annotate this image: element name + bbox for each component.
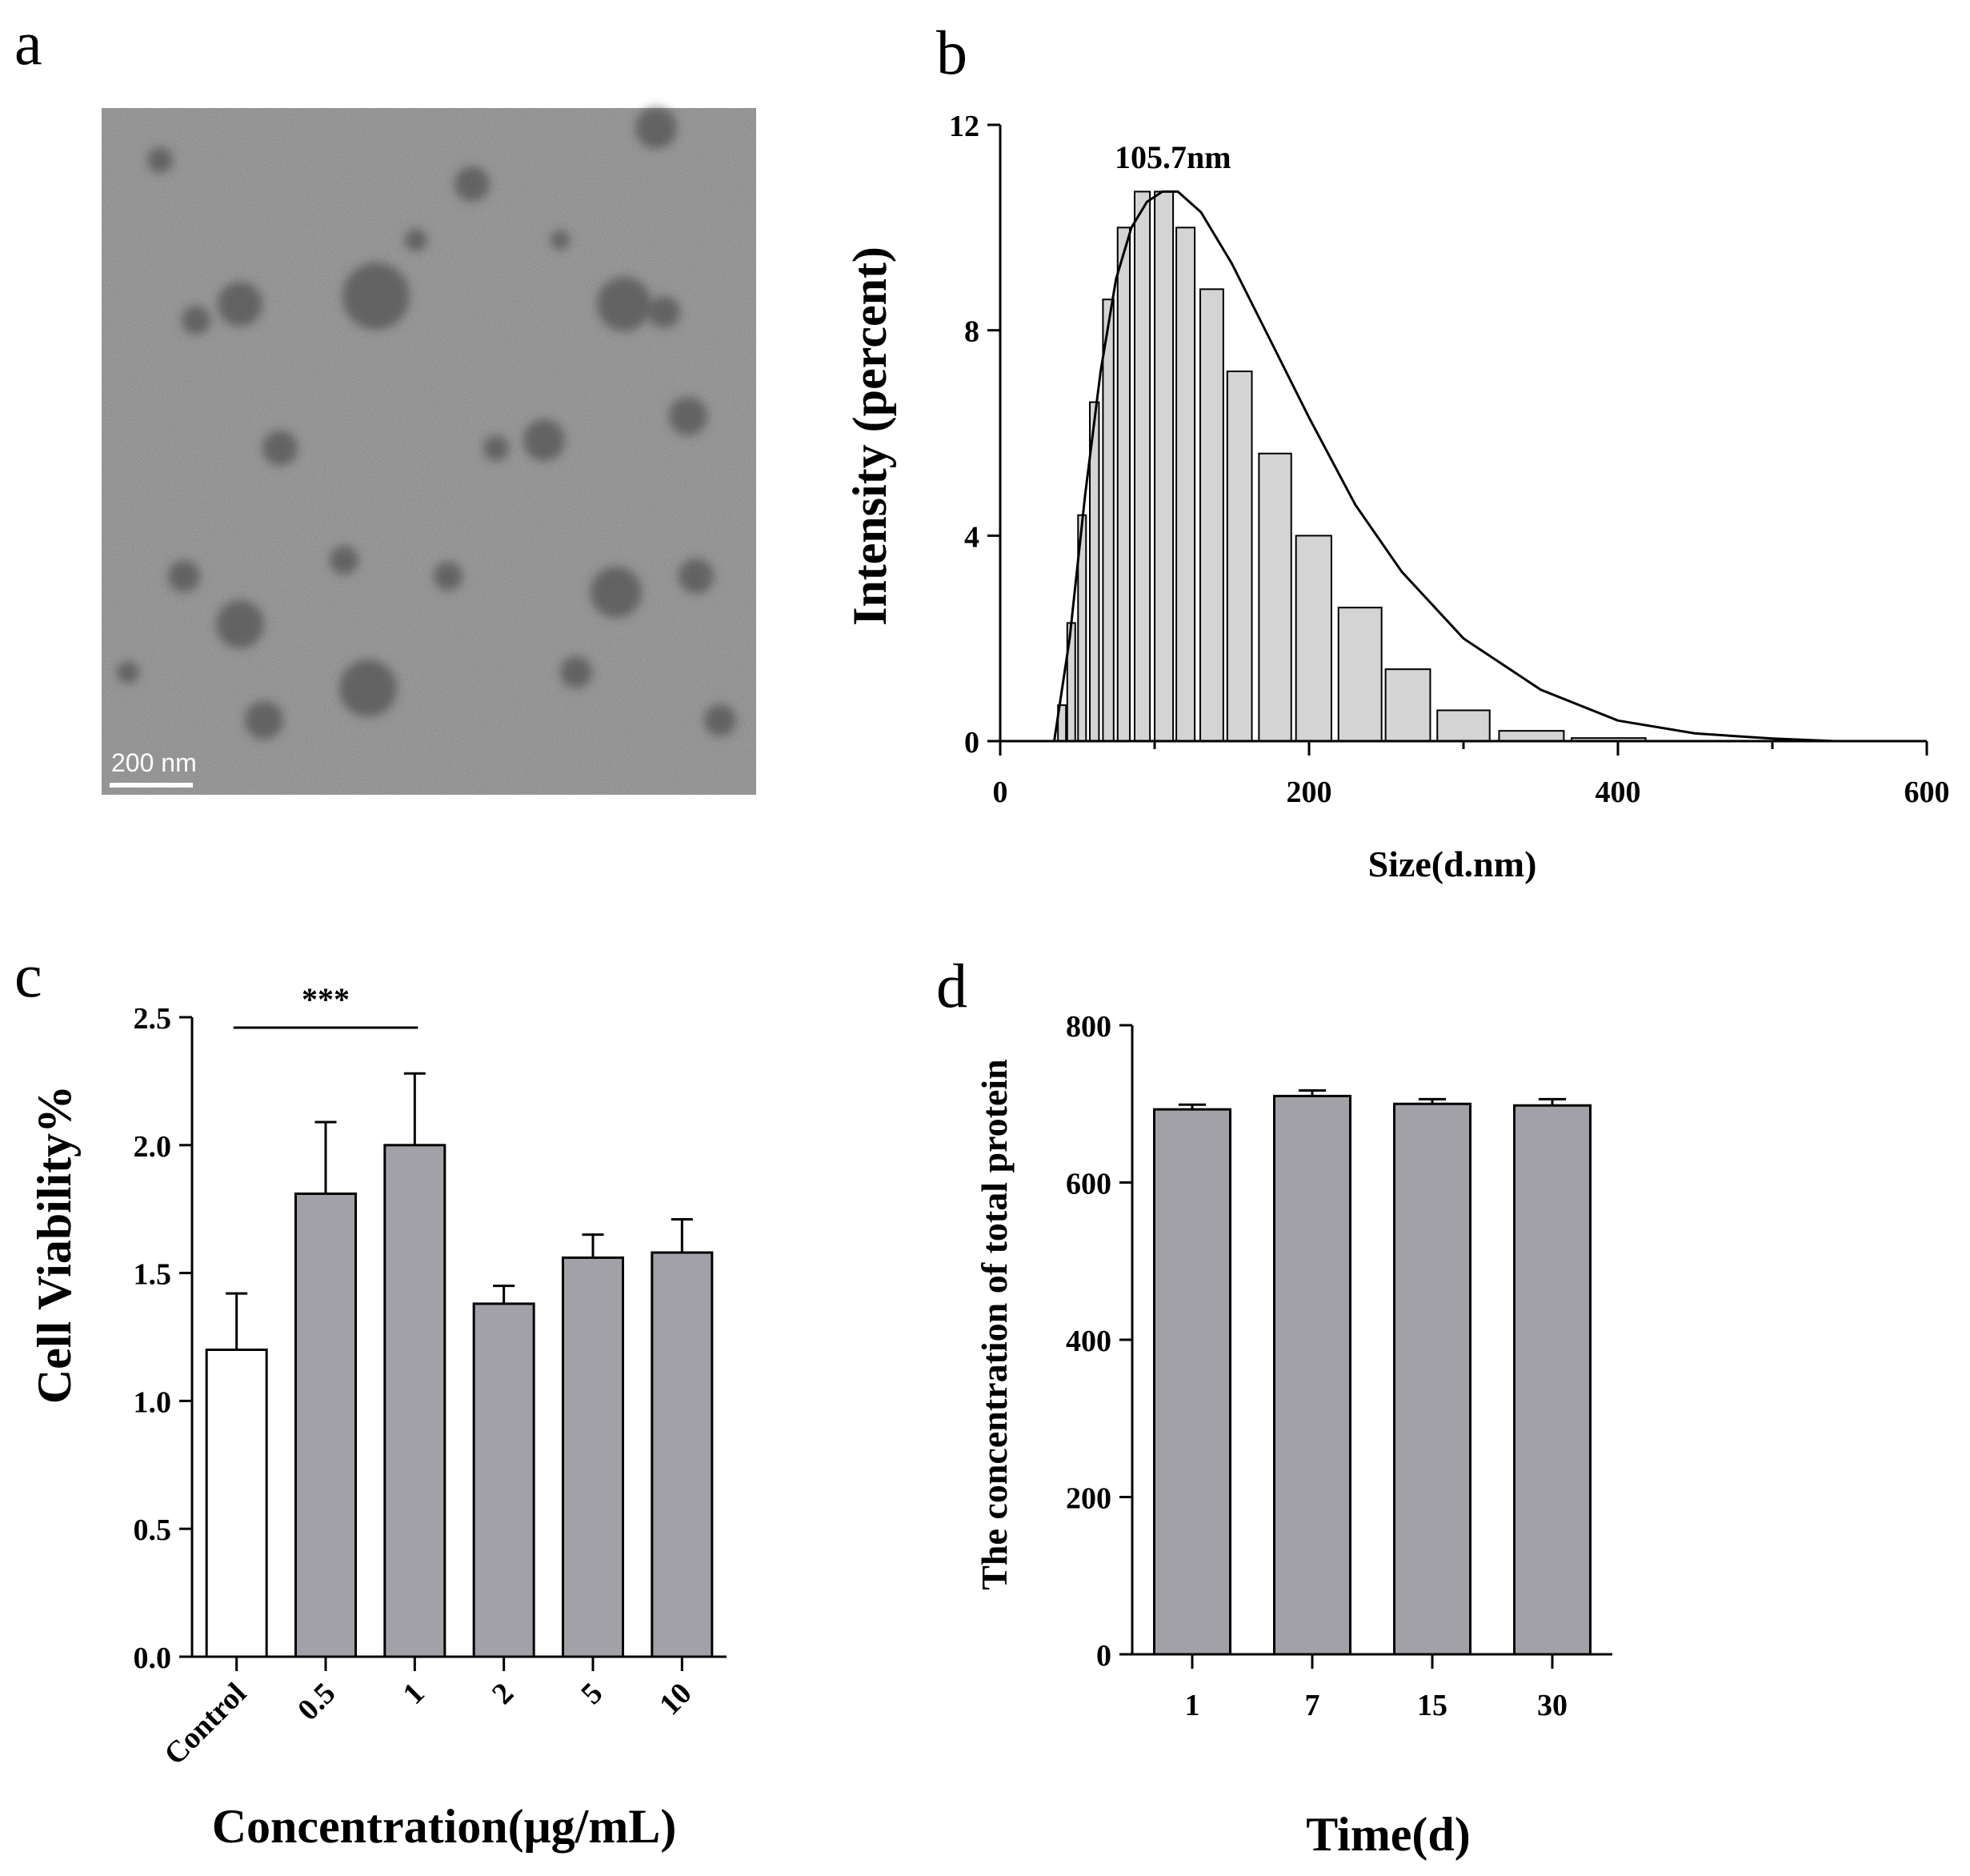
particle xyxy=(405,229,427,251)
x-axis-title: Size(d.nm) xyxy=(1368,844,1537,884)
x-tick-label: 7 xyxy=(1305,1689,1320,1722)
size-bar xyxy=(1133,190,1151,742)
tem-micrograph: 200 nm xyxy=(102,107,756,795)
y-tick-label: 2.5 xyxy=(134,1002,172,1036)
bar xyxy=(294,1193,357,1658)
y-axis-title: The concentration of total protein xyxy=(974,1059,1015,1590)
panel-letter-a: a xyxy=(14,8,42,78)
fit-curve xyxy=(1053,190,1835,743)
significance-label: *** xyxy=(302,981,350,1017)
y-tick-label: 0.5 xyxy=(134,1513,172,1547)
size-bar xyxy=(1258,452,1292,743)
bar xyxy=(1153,1108,1231,1656)
panel-letter-b: b xyxy=(936,18,967,87)
size-bar xyxy=(1384,668,1431,743)
x-tick-label: 200 xyxy=(1287,776,1332,809)
bar xyxy=(1273,1094,1351,1656)
y-tick-label: 0 xyxy=(964,726,979,760)
y-tick-label: 4 xyxy=(964,520,979,554)
tem-particles xyxy=(117,107,736,740)
size-bar xyxy=(1102,299,1115,742)
panel-letter-c: c xyxy=(14,940,42,1010)
x-tick-label: 1 xyxy=(1185,1689,1200,1722)
particle xyxy=(330,546,358,575)
x-tick-label: 2 xyxy=(486,1677,520,1711)
x-tick-label: 0.5 xyxy=(291,1677,342,1727)
particle xyxy=(704,704,736,736)
particle xyxy=(147,147,173,173)
size-bar xyxy=(1498,730,1565,743)
panel-letter-d: d xyxy=(936,951,967,1020)
y-axis-title: Cell Viability% xyxy=(28,1085,81,1404)
particle xyxy=(218,282,262,327)
y-tick-label: 1.5 xyxy=(134,1258,172,1292)
bar xyxy=(472,1302,535,1658)
x-tick-label: Control xyxy=(158,1677,253,1772)
y-axis-title: Intensity (percent) xyxy=(843,247,896,626)
particle xyxy=(551,230,570,250)
particle xyxy=(591,567,642,618)
particle xyxy=(560,656,592,688)
y-tick-label: 1.0 xyxy=(134,1385,172,1419)
particle xyxy=(679,559,714,594)
scale-bar-label: 200 nm xyxy=(111,748,197,777)
peak-label: 105.7nm xyxy=(1115,139,1231,175)
x-tick-label: 30 xyxy=(1537,1689,1568,1722)
y-tick-label: 12 xyxy=(949,110,979,143)
scale-bar: 200 nm xyxy=(110,748,197,788)
x-tick-label: 0 xyxy=(993,776,1008,809)
chart-size-distribution: 0 4 8 12 0 200 400 600 105.7nm Size(d.nm) Inten… xyxy=(843,110,1950,884)
y-tick-label: 200 xyxy=(1066,1482,1111,1516)
particle xyxy=(342,263,410,330)
particle xyxy=(648,296,680,328)
y-tick-label: 400 xyxy=(1066,1325,1111,1358)
particle xyxy=(523,419,565,461)
size-bar xyxy=(1154,190,1175,742)
y-tick-label: 800 xyxy=(1066,1010,1111,1044)
bar xyxy=(1393,1102,1471,1656)
bar xyxy=(383,1144,446,1658)
bar xyxy=(562,1256,624,1658)
bar xyxy=(1513,1104,1592,1656)
x-axis-title: Concentration(μg/mL) xyxy=(212,1800,677,1853)
x-axis-title: Time(d) xyxy=(1306,1808,1471,1861)
particle xyxy=(216,600,264,648)
particle xyxy=(434,562,462,591)
particle xyxy=(635,107,677,149)
particle xyxy=(339,659,397,717)
y-tick-label: 8 xyxy=(964,315,979,349)
particle xyxy=(597,277,651,331)
size-bar xyxy=(1175,226,1196,743)
x-tick-label: 10 xyxy=(653,1677,699,1722)
particle xyxy=(454,166,490,202)
particle xyxy=(483,435,509,461)
y-tick-label: 0.0 xyxy=(134,1642,172,1675)
particle xyxy=(262,431,298,466)
x-tick-label: 5 xyxy=(575,1677,609,1711)
chart-total-protein: 1 7 15 30 0 200 400 600 800 Time(d) The concentr… xyxy=(974,1010,1612,1861)
size-bar xyxy=(1226,371,1253,742)
size-bar xyxy=(1116,226,1131,743)
particle xyxy=(245,701,283,740)
y-tick-label: 0 xyxy=(1096,1639,1111,1673)
y-tick-label: 2.0 xyxy=(134,1130,172,1164)
y-tick-label: 600 xyxy=(1066,1168,1111,1201)
particle xyxy=(168,560,200,592)
chart-cell-viability: Control 0.5 1 2 5 10 0.0 0.5 1.0 1.5 2.0 2.5 *** Con… xyxy=(28,981,727,1853)
x-tick-label: 1 xyxy=(397,1677,431,1711)
particle xyxy=(117,661,139,683)
x-tick-label: 600 xyxy=(1904,776,1950,809)
x-tick-label: 400 xyxy=(1596,776,1641,809)
size-bar xyxy=(1337,607,1383,743)
size-bar xyxy=(1436,709,1491,742)
particle xyxy=(182,306,210,335)
particle xyxy=(669,397,707,435)
x-tick-label: 15 xyxy=(1417,1689,1447,1722)
bar xyxy=(205,1348,268,1658)
size-bar xyxy=(1295,535,1332,742)
size-bar xyxy=(1199,288,1224,743)
bar xyxy=(651,1251,714,1658)
